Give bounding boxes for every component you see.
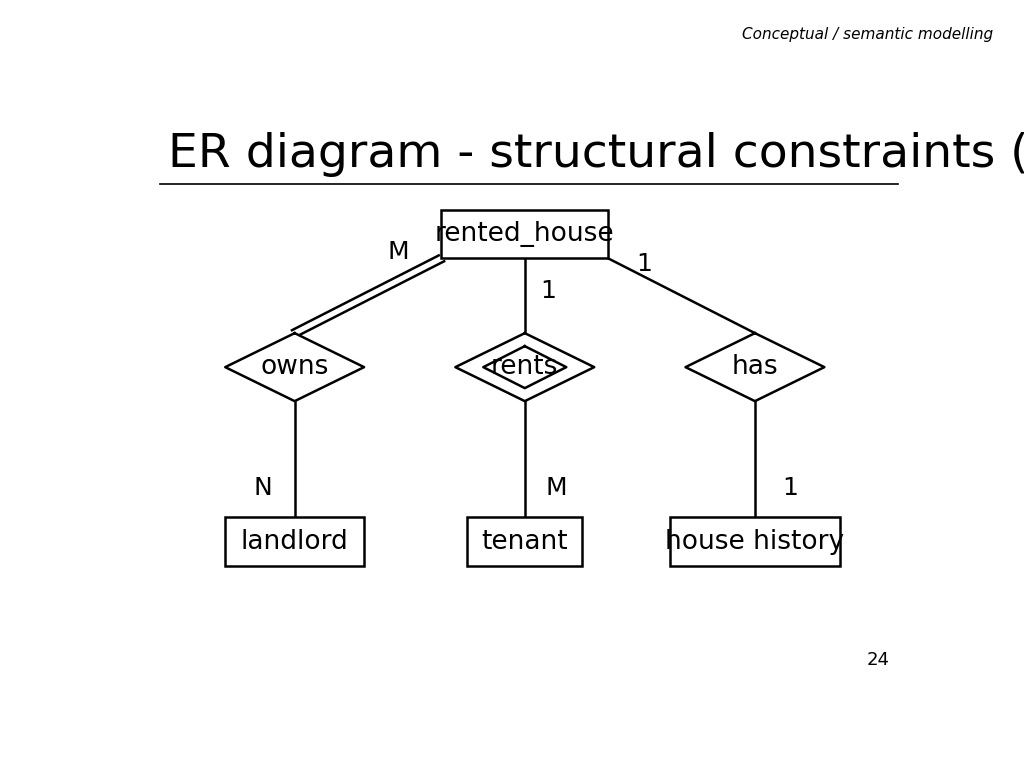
Text: landlord: landlord	[241, 528, 348, 554]
Bar	[670, 518, 841, 566]
Text: rents: rents	[492, 354, 558, 380]
Bar	[225, 518, 365, 566]
Text: M: M	[546, 476, 567, 500]
Text: 1: 1	[541, 279, 557, 303]
Bar	[441, 210, 608, 258]
Text: tenant: tenant	[481, 528, 568, 554]
Bar	[467, 518, 583, 566]
Text: N: N	[254, 476, 272, 500]
Text: 24: 24	[867, 650, 890, 669]
Text: has: has	[731, 354, 778, 380]
Text: 1: 1	[782, 476, 799, 500]
Text: ER diagram - structural constraints (before): ER diagram - structural constraints (bef…	[168, 132, 1024, 177]
Text: owns: owns	[260, 354, 329, 380]
Text: rented_house: rented_house	[435, 221, 614, 247]
Polygon shape	[685, 333, 824, 401]
Polygon shape	[456, 333, 594, 401]
Text: Conceptual / semantic modelling: Conceptual / semantic modelling	[742, 27, 993, 42]
Polygon shape	[225, 333, 365, 401]
Text: M: M	[387, 240, 409, 264]
Text: house history: house history	[666, 528, 845, 554]
Text: 1: 1	[636, 252, 652, 276]
